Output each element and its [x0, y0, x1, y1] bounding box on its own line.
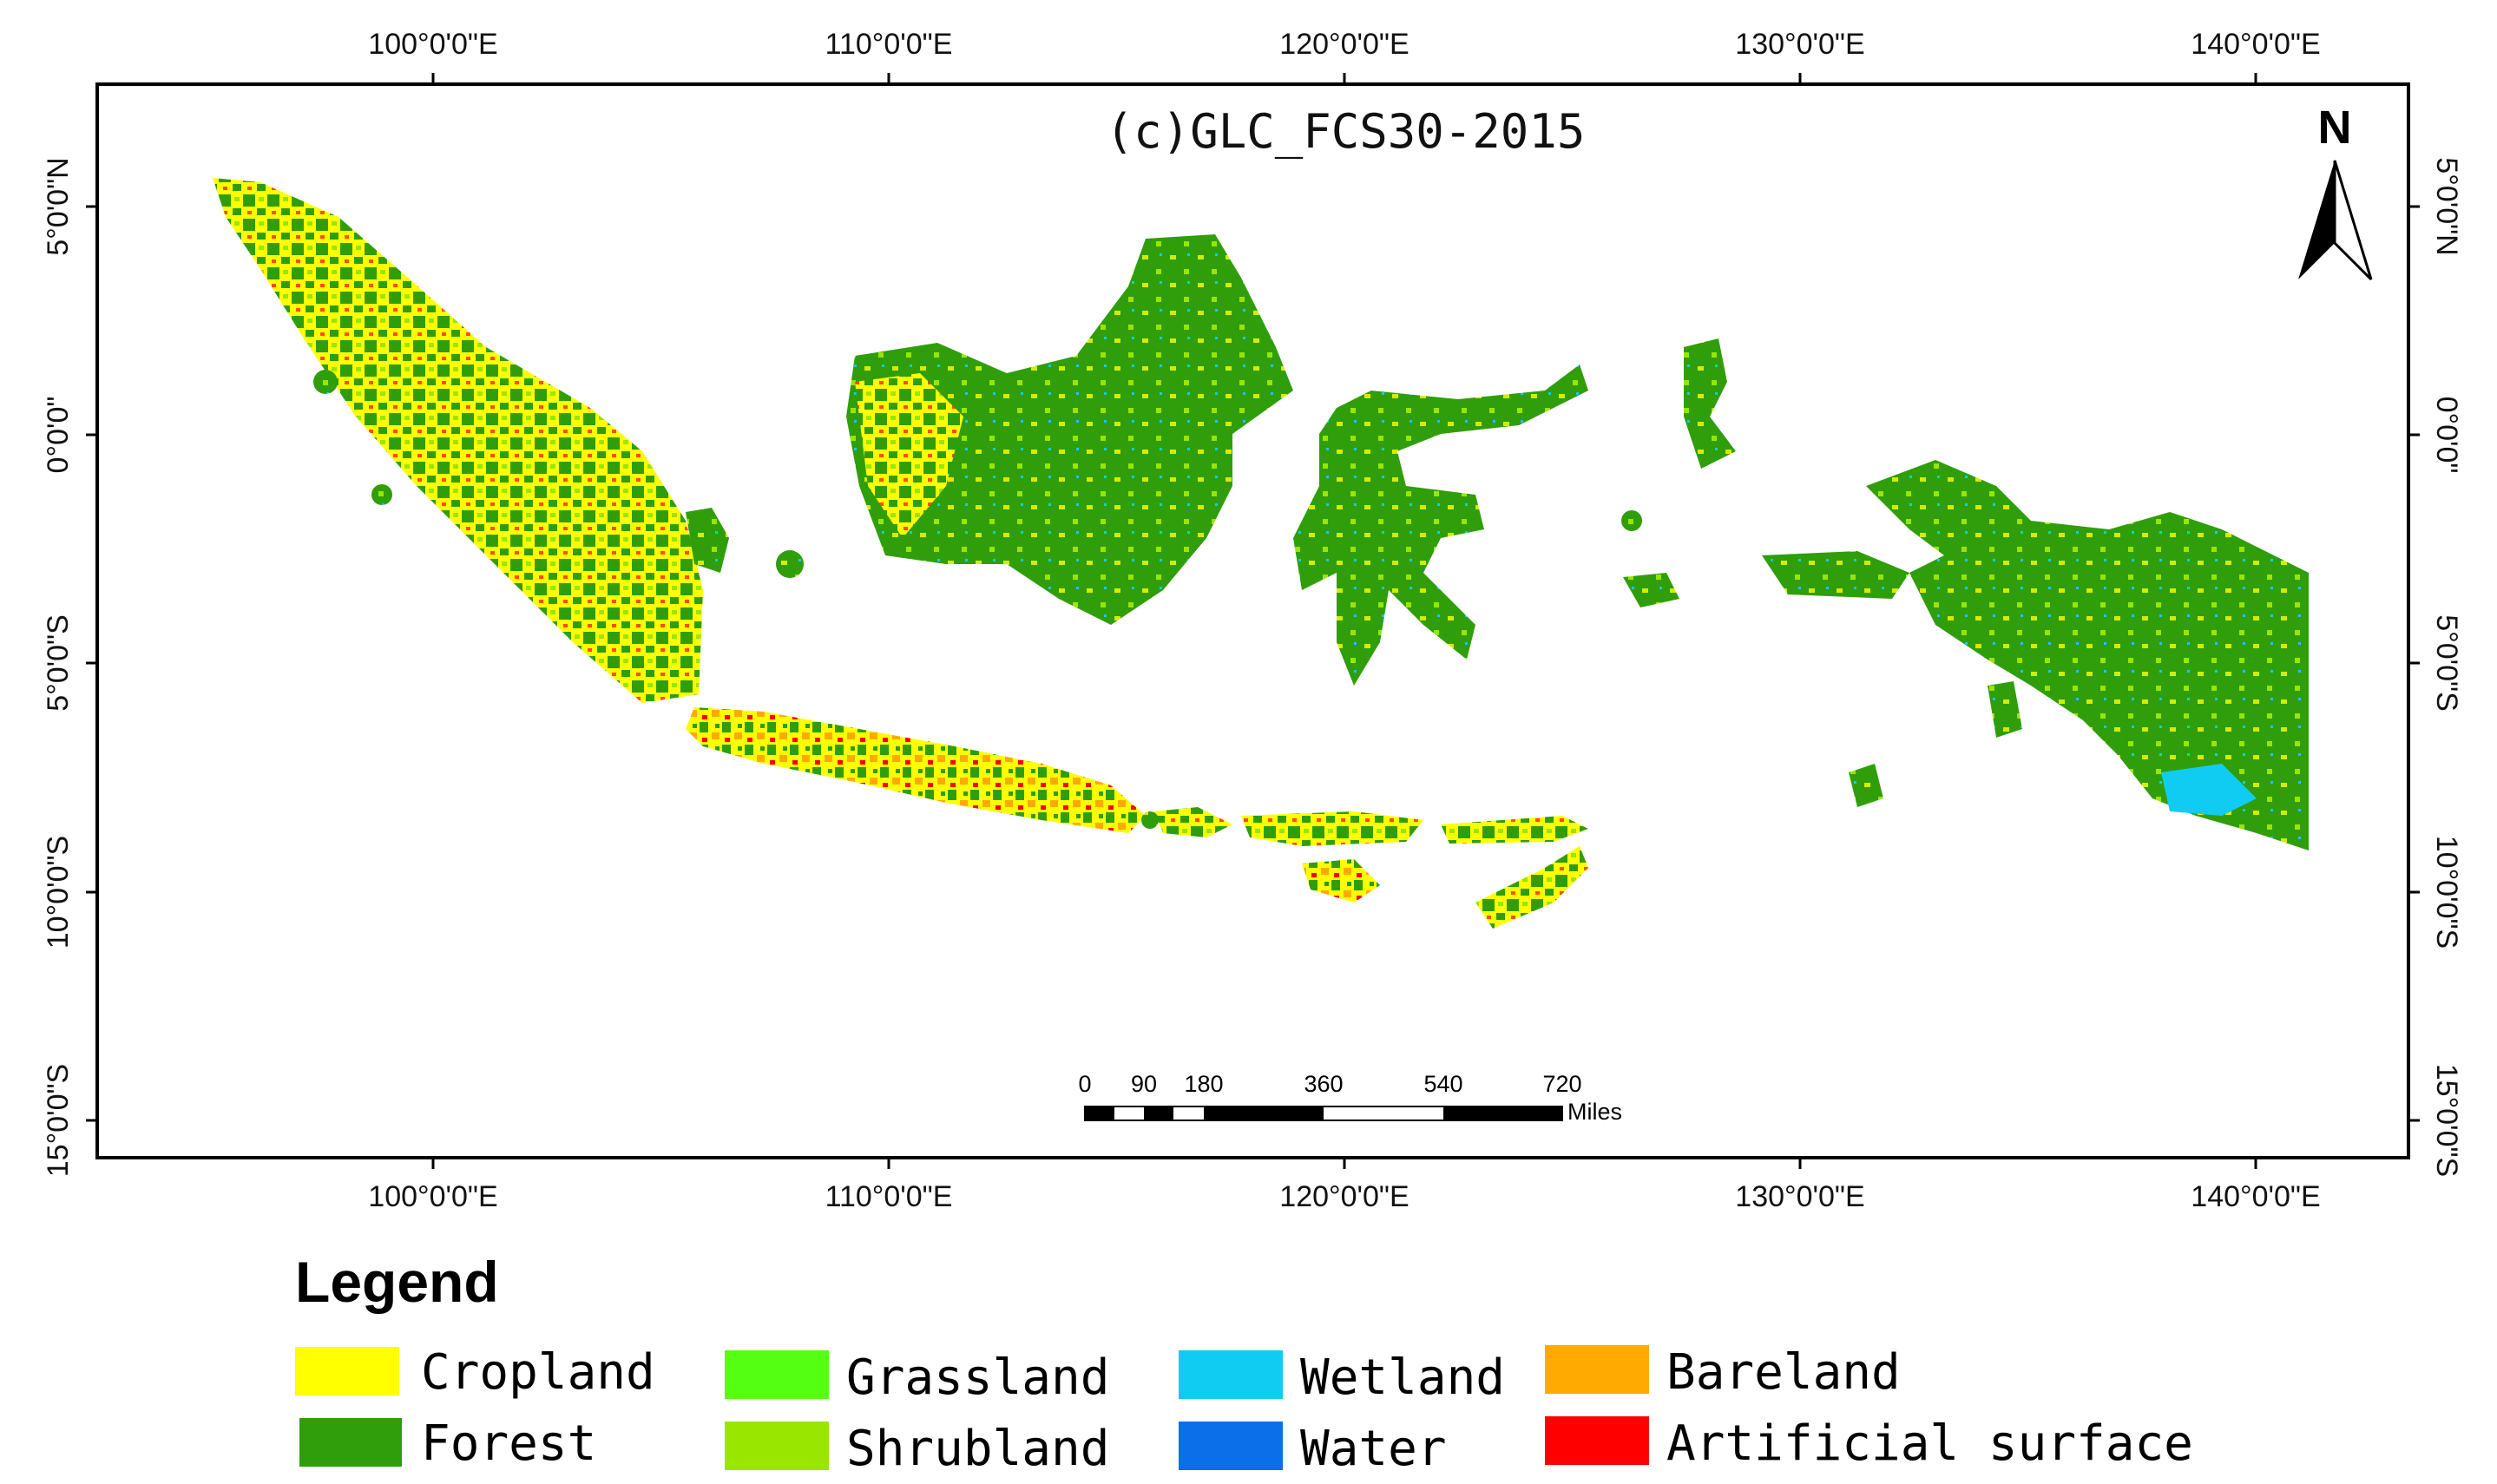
legend-label: Wetland: [1300, 1349, 1505, 1406]
island-buru: [1623, 573, 1679, 607]
island-sumba: [1302, 859, 1380, 903]
island-small: [776, 550, 804, 578]
scale-tick-label: 90: [1131, 1071, 1157, 1097]
lon-tick-label: 110°0'0"E: [825, 1180, 953, 1213]
lat-tick-label: 15°0'0"S: [42, 1064, 75, 1177]
island-small: [313, 370, 338, 394]
legend-swatch: [1545, 1345, 1649, 1394]
legend-item-water: Water: [1179, 1421, 1447, 1477]
lat-tick-label: 5°0'0"S: [2430, 614, 2463, 712]
legend-swatch: [1179, 1422, 1283, 1470]
legend-title: Legend: [295, 1250, 499, 1314]
legend: Legend Cropland Forest Grassland Shrubla…: [295, 1250, 2193, 1477]
north-label: N: [2318, 102, 2352, 154]
lon-tick-label: 120°0'0"E: [1279, 28, 1409, 61]
lat-tick-label: 0°0'0": [42, 397, 75, 474]
lon-tick-label: 130°0'0"E: [1735, 28, 1864, 61]
lon-tick-label: 120°0'0"E: [1279, 1180, 1409, 1213]
island-halmahera: [1684, 338, 1736, 469]
scale-bar: 0 90 180 360 540 720 Miles: [1078, 1071, 1622, 1125]
lon-tick-label: 140°0'0"E: [2191, 28, 2320, 61]
scale-unit: Miles: [1567, 1099, 1622, 1125]
borneo-cropland: [855, 373, 963, 538]
land-areas: [213, 178, 2309, 929]
lon-labels-bottom: 100°0'0"E 110°0'0"E 120°0'0"E 130°0'0"E …: [368, 1180, 2320, 1213]
north-arrow: N: [2298, 102, 2373, 281]
legend-item-artificial-surface: Artificial surface: [1545, 1415, 2193, 1472]
legend-swatch: [299, 1418, 402, 1467]
legend-swatch: [725, 1350, 829, 1399]
island-bangka: [686, 508, 729, 573]
lon-tick-label: 100°0'0"E: [368, 1180, 497, 1213]
legend-item-shrubland: Shrubland: [725, 1421, 1109, 1477]
island-timor: [1475, 846, 1588, 929]
island-sumatra: [213, 178, 703, 703]
legend-item-wetland: Wetland: [1179, 1349, 1505, 1406]
lon-tick-label: 130°0'0"E: [1735, 1180, 1864, 1213]
island-small: [371, 484, 392, 505]
lat-labels-right: 5°0'0"N 0°0'0" 5°0'0"S 10°0'0"S 15°0'0"S: [2430, 157, 2463, 1177]
tick-marks: [86, 73, 2420, 1169]
island-aru: [1988, 681, 2022, 738]
scale-tick-label: 0: [1078, 1071, 1091, 1097]
island-seram: [1762, 551, 1909, 599]
scale-tick-label: 540: [1423, 1071, 1462, 1097]
lon-labels-top: 100°0'0"E 110°0'0"E 120°0'0"E 130°0'0"E …: [368, 28, 2320, 61]
island-small: [1141, 811, 1159, 829]
lat-tick-label: 10°0'0"S: [2430, 836, 2463, 949]
scale-tick-label: 720: [1542, 1071, 1581, 1097]
lat-tick-label: 15°0'0"S: [2430, 1064, 2463, 1177]
legend-label: Grassland: [846, 1349, 1109, 1406]
island-java: [686, 707, 1146, 833]
scale-tick-label: 360: [1304, 1071, 1343, 1097]
legend-label: Bareland: [1666, 1344, 1901, 1401]
legend-item-cropland: Cropland: [295, 1344, 655, 1401]
lat-tick-label: 10°0'0"S: [42, 836, 75, 949]
legend-label: Shrubland: [846, 1421, 1109, 1477]
legend-label: Water: [1300, 1421, 1447, 1477]
lat-tick-label: 5°0'0"S: [42, 614, 75, 712]
island-new-guinea: [1866, 460, 2309, 850]
legend-label: Artificial surface: [1666, 1415, 2193, 1472]
lat-tick-label: 0°0'0": [2430, 397, 2463, 474]
lat-tick-label: 5°0'0"N: [42, 157, 75, 255]
legend-item-bareland: Bareland: [1545, 1344, 1901, 1401]
scale-tick-label: 180: [1184, 1071, 1223, 1097]
island-lombok-sumbawa: [1241, 811, 1423, 846]
island-small: [1621, 510, 1642, 531]
north-arrow-icon: [2298, 160, 2373, 281]
legend-swatch: [1545, 1416, 1649, 1465]
island-bali: [1154, 807, 1232, 837]
legend-swatch: [1179, 1350, 1283, 1399]
lon-tick-label: 100°0'0"E: [368, 28, 497, 61]
lat-labels-left: 5°0'0"N 0°0'0" 5°0'0"S 10°0'0"S 15°0'0"S: [42, 157, 75, 1177]
legend-label: Forest: [421, 1415, 596, 1472]
legend-label: Cropland: [421, 1344, 655, 1401]
legend-item-forest: Forest: [299, 1415, 596, 1472]
island-flores: [1441, 816, 1588, 844]
legend-swatch: [295, 1347, 399, 1395]
island-borneo: [846, 234, 1293, 625]
island-frederik: [1849, 764, 1883, 807]
new-guinea-wetland: [2161, 764, 2257, 816]
map-title: (c)GLC_FCS30-2015: [1106, 104, 1586, 159]
lon-tick-label: 110°0'0"E: [825, 28, 953, 61]
lat-tick-label: 5°0'0"N: [2430, 157, 2463, 255]
island-sulawesi: [1293, 364, 1588, 686]
legend-swatch: [725, 1422, 829, 1470]
lon-tick-label: 140°0'0"E: [2191, 1180, 2320, 1213]
legend-item-grassland: Grassland: [725, 1349, 1109, 1406]
